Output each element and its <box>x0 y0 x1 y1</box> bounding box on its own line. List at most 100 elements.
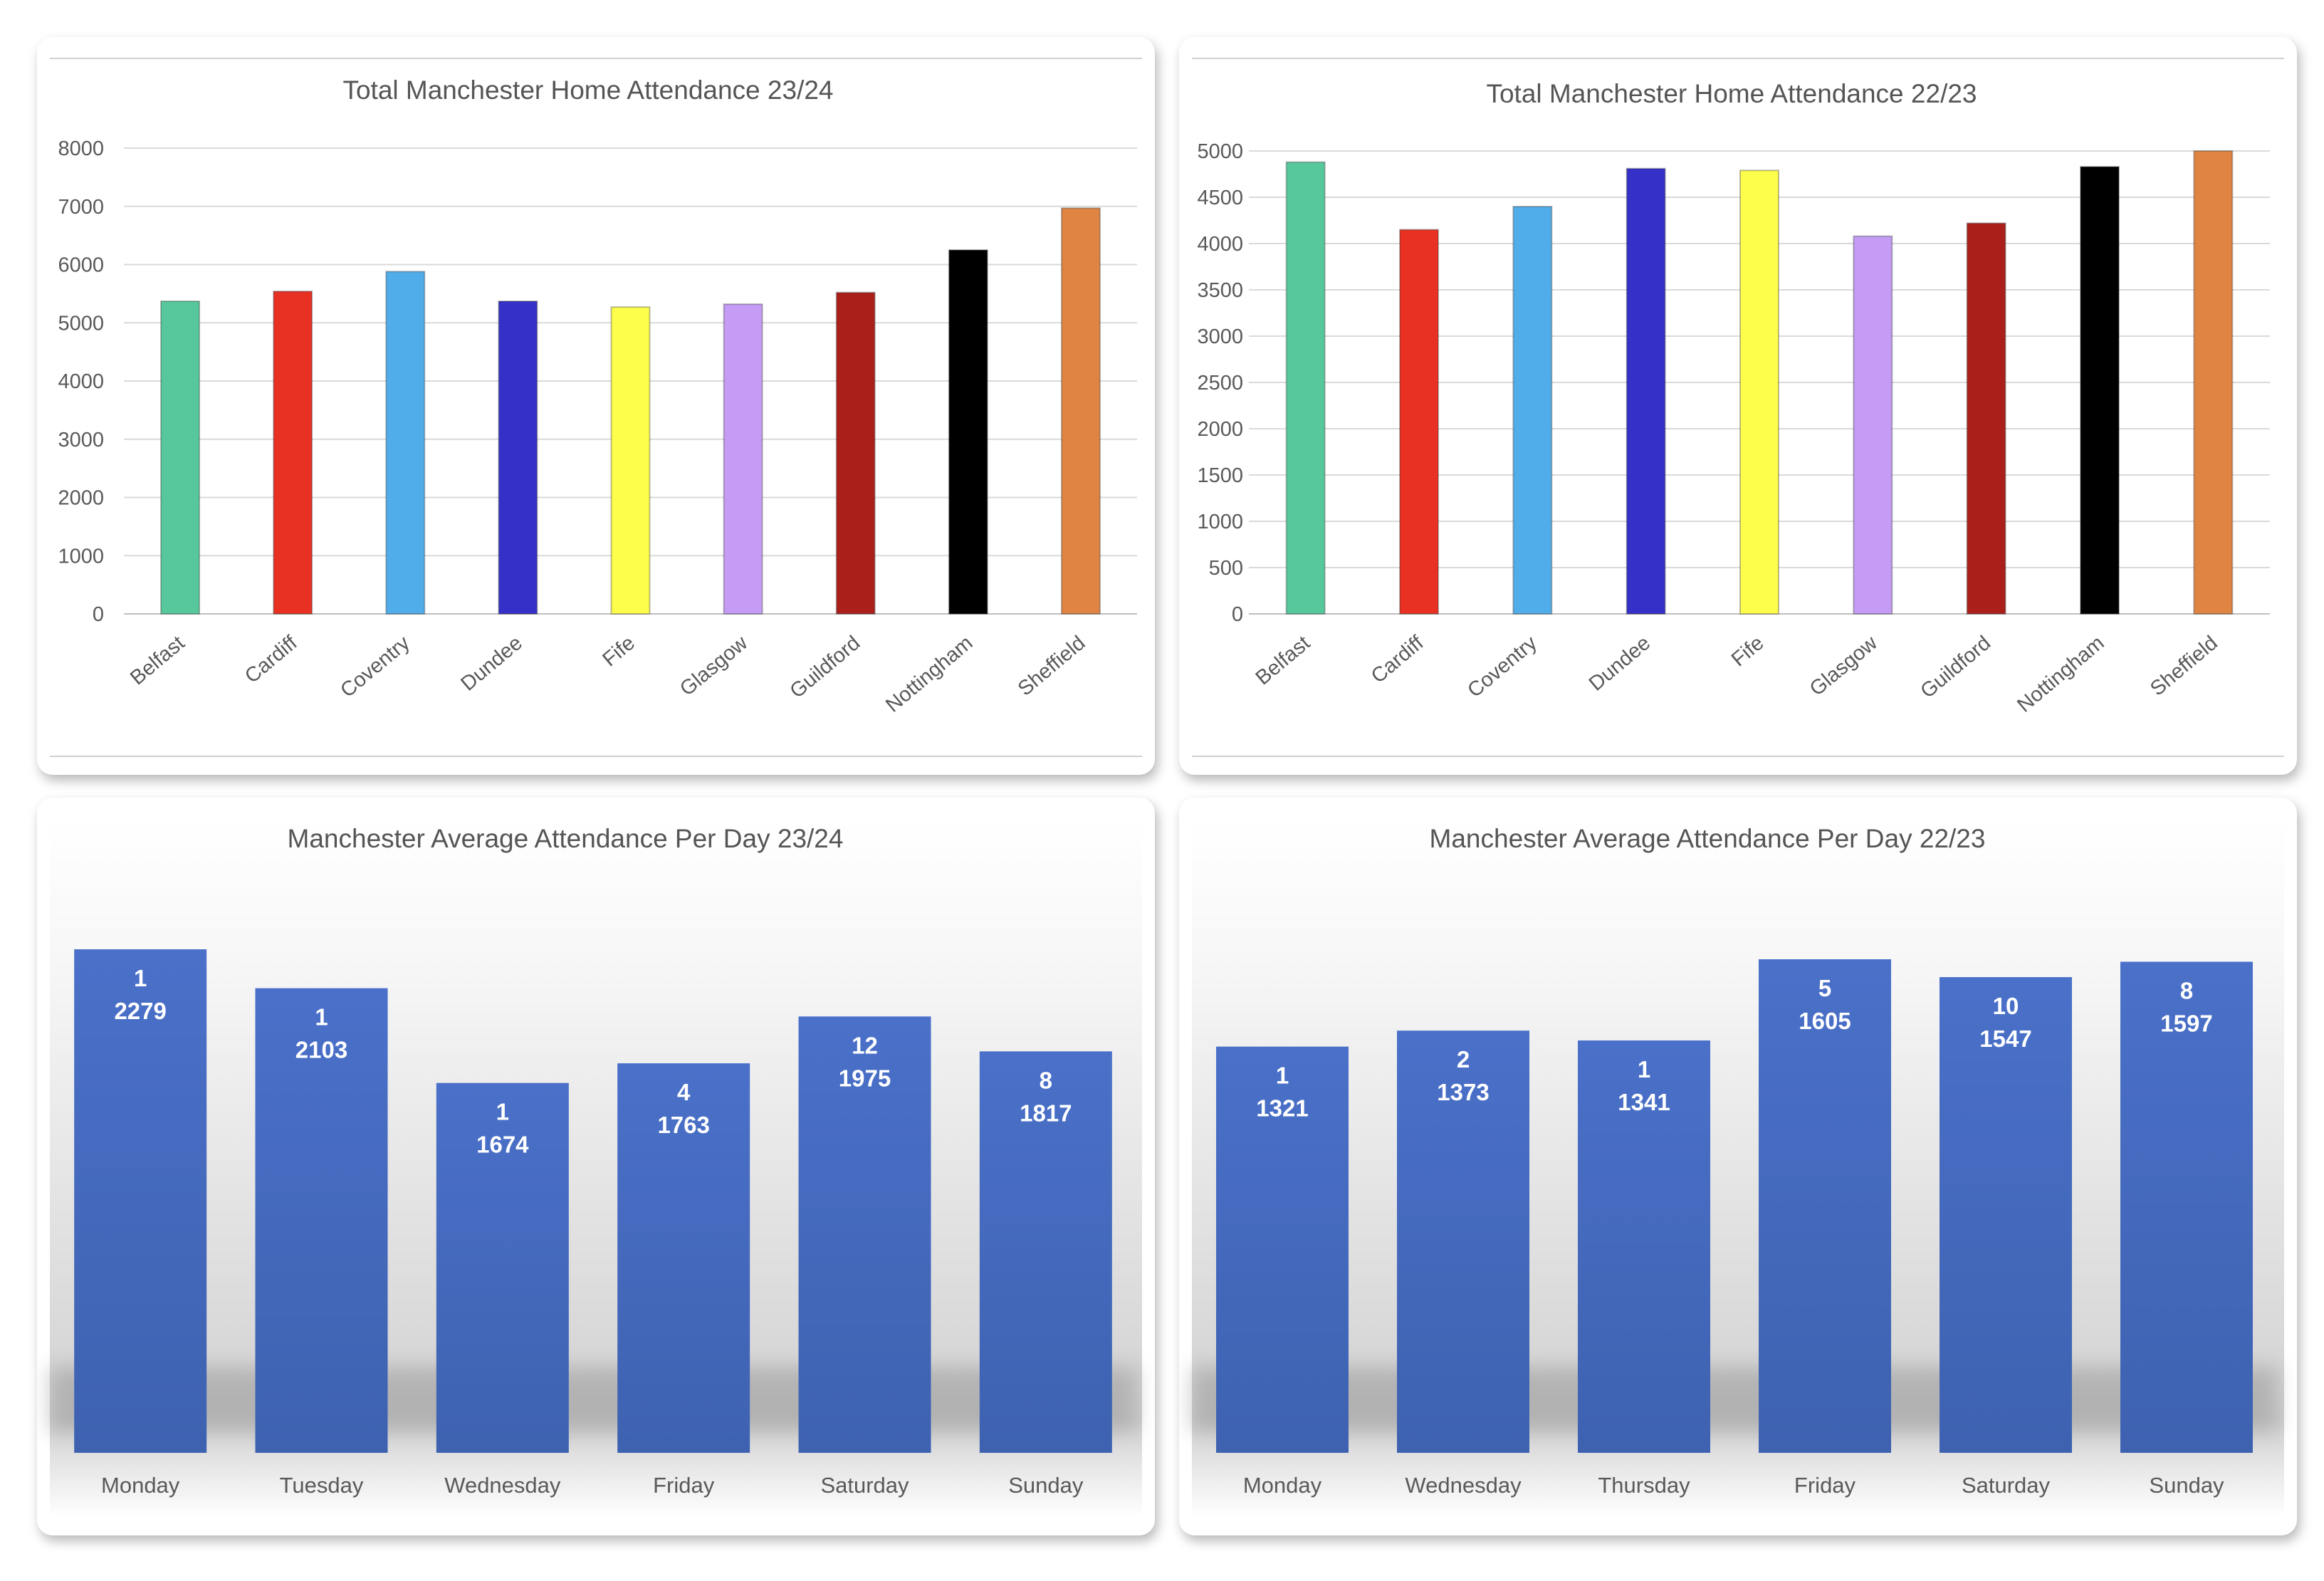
data-label-tuesday: 2103 <box>295 1037 347 1063</box>
x-tick-label-friday: Friday <box>1794 1473 1856 1498</box>
bar-glasgow <box>1853 235 1893 615</box>
bar-tuesday <box>255 988 388 1453</box>
x-tick-label-guildford: Guildford <box>1916 632 1995 703</box>
bar-monday <box>74 949 207 1453</box>
chart-panel-avg-day-2324: Manchester Average Attendance Per Day 23… <box>37 798 1155 1535</box>
count-label-friday: 5 <box>1818 975 1831 1001</box>
y-tick-label-3000: 3000 <box>1197 325 1243 348</box>
bar-guildford <box>835 291 876 615</box>
bar-nottingham <box>2080 166 2120 615</box>
y-tick-label-2000: 2000 <box>58 487 104 510</box>
bar-sunday <box>2120 961 2253 1453</box>
y-tick-label-4000: 4000 <box>1197 233 1243 256</box>
x-tick-label-dundee: Dundee <box>1585 632 1655 696</box>
bar-sunday <box>979 1051 1112 1453</box>
bar-dundee <box>1626 167 1666 615</box>
count-label-wednesday: 1 <box>496 1099 509 1125</box>
x-tick-label-wednesday: Wednesday <box>1405 1473 1522 1498</box>
data-label-wednesday: 1674 <box>476 1132 529 1158</box>
chart-title: Total Manchester Home Attendance 22/23 <box>1486 79 1977 108</box>
y-tick-label-3500: 3500 <box>1197 279 1243 302</box>
data-label-saturday: 1547 <box>1979 1026 2031 1052</box>
bar-wednesday <box>1397 1030 1529 1453</box>
x-tick-label-guildford: Guildford <box>786 632 865 703</box>
y-tick-label-3000: 3000 <box>58 429 104 452</box>
x-tick-label-tuesday: Tuesday <box>280 1473 364 1498</box>
data-label-saturday: 1975 <box>839 1065 891 1091</box>
data-label-monday: 2279 <box>114 998 166 1024</box>
x-tick-label-nottingham: Nottingham <box>2013 632 2108 717</box>
y-tick-label-5000: 5000 <box>58 312 104 335</box>
x-tick-label-coventry: Coventry <box>1463 632 1542 702</box>
chart-total-attendance-2223: Total Manchester Home Attendance 22/23 0 5… <box>1192 58 2284 757</box>
data-label-sunday: 1817 <box>1020 1100 1072 1126</box>
x-tick-label-belfast: Belfast <box>1252 632 1314 690</box>
bar-belfast <box>160 301 201 615</box>
bar-sheffield <box>2193 150 2234 615</box>
y-tick-label-0: 0 <box>1232 603 1243 626</box>
bar-cardiff <box>1399 229 1439 615</box>
chart-title: Total Manchester Home Attendance 23/24 <box>342 75 833 105</box>
count-label-sunday: 8 <box>2180 977 2193 1003</box>
chart-avg-per-day-2324: Manchester Average Attendance Per Day 23… <box>50 819 1142 1517</box>
count-label-sunday: 8 <box>1040 1067 1052 1093</box>
y-tick-label-500: 500 <box>1209 557 1243 580</box>
x-tick-label-saturday: Saturday <box>1962 1473 2051 1498</box>
data-label-friday: 1763 <box>657 1112 709 1138</box>
x-tick-label-coventry: Coventry <box>336 632 414 702</box>
chart-title: Manchester Average Attendance Per Day 22… <box>1430 824 1986 853</box>
count-label-saturday: 10 <box>1993 993 2019 1019</box>
count-label-monday: 1 <box>1276 1063 1289 1089</box>
count-label-saturday: 12 <box>852 1032 878 1058</box>
bar-saturday <box>798 1016 931 1453</box>
bar-guildford <box>1966 222 2006 615</box>
bar-shadow <box>1192 1367 2277 1431</box>
chart-avg-per-day-2223: Manchester Average Attendance Per Day 22… <box>1192 819 2284 1517</box>
x-tick-label-friday: Friday <box>653 1473 715 1498</box>
bar-fife <box>610 306 651 615</box>
bar-nottingham <box>948 249 988 615</box>
x-tick-label-sunday: Sunday <box>2149 1473 2224 1498</box>
bar-cardiff <box>273 291 313 615</box>
x-tick-label-nottingham: Nottingham <box>881 632 977 717</box>
count-label-friday: 4 <box>677 1079 691 1105</box>
y-tick-label-5000: 5000 <box>1197 140 1243 163</box>
bar-glasgow <box>723 303 763 615</box>
x-tick-label-belfast: Belfast <box>126 632 189 690</box>
bar-coventry <box>385 271 426 615</box>
bar-sheffield <box>1060 207 1101 615</box>
y-tick-label-2000: 2000 <box>1197 418 1243 441</box>
x-tick-label-sheffield: Sheffield <box>1014 632 1090 701</box>
bar-monday <box>1216 1046 1349 1453</box>
data-label-sunday: 1597 <box>2160 1010 2212 1036</box>
chart-title: Manchester Average Attendance Per Day 23… <box>288 824 844 853</box>
x-tick-label-fife: Fife <box>598 632 639 672</box>
bar-friday <box>1759 959 1891 1453</box>
y-tick-label-1000: 1000 <box>1197 511 1243 533</box>
bar-wednesday <box>436 1082 569 1453</box>
x-tick-label-cardiff: Cardiff <box>241 631 302 688</box>
count-label-wednesday: 2 <box>1457 1046 1470 1073</box>
x-tick-label-sheffield: Sheffield <box>2146 632 2222 701</box>
count-label-monday: 1 <box>134 965 147 991</box>
bar-friday <box>617 1063 750 1453</box>
data-label-wednesday: 1373 <box>1437 1079 1489 1105</box>
y-tick-label-4000: 4000 <box>58 370 104 393</box>
x-tick-label-glasgow: Glasgow <box>676 631 753 701</box>
y-tick-label-7000: 7000 <box>58 196 104 219</box>
y-tick-label-1500: 1500 <box>1197 464 1243 487</box>
bar-thursday <box>1578 1040 1710 1453</box>
data-label-friday: 1605 <box>1799 1008 1851 1034</box>
chart-panel-total-2223: Total Manchester Home Attendance 22/23 0 5… <box>1179 37 2297 775</box>
y-tick-label-4500: 4500 <box>1197 187 1243 209</box>
x-tick-label-saturday: Saturday <box>820 1473 909 1498</box>
y-tick-label-1000: 1000 <box>58 545 104 568</box>
x-tick-label-glasgow: Glasgow <box>1806 631 1883 701</box>
bar-fife <box>1739 169 1779 615</box>
data-label-monday: 1321 <box>1256 1095 1308 1122</box>
bar-dundee <box>498 301 538 615</box>
x-tick-label-fife: Fife <box>1727 632 1769 672</box>
count-label-tuesday: 1 <box>315 1004 328 1030</box>
data-label-thursday: 1341 <box>1618 1089 1670 1115</box>
y-tick-label-6000: 6000 <box>58 254 104 277</box>
